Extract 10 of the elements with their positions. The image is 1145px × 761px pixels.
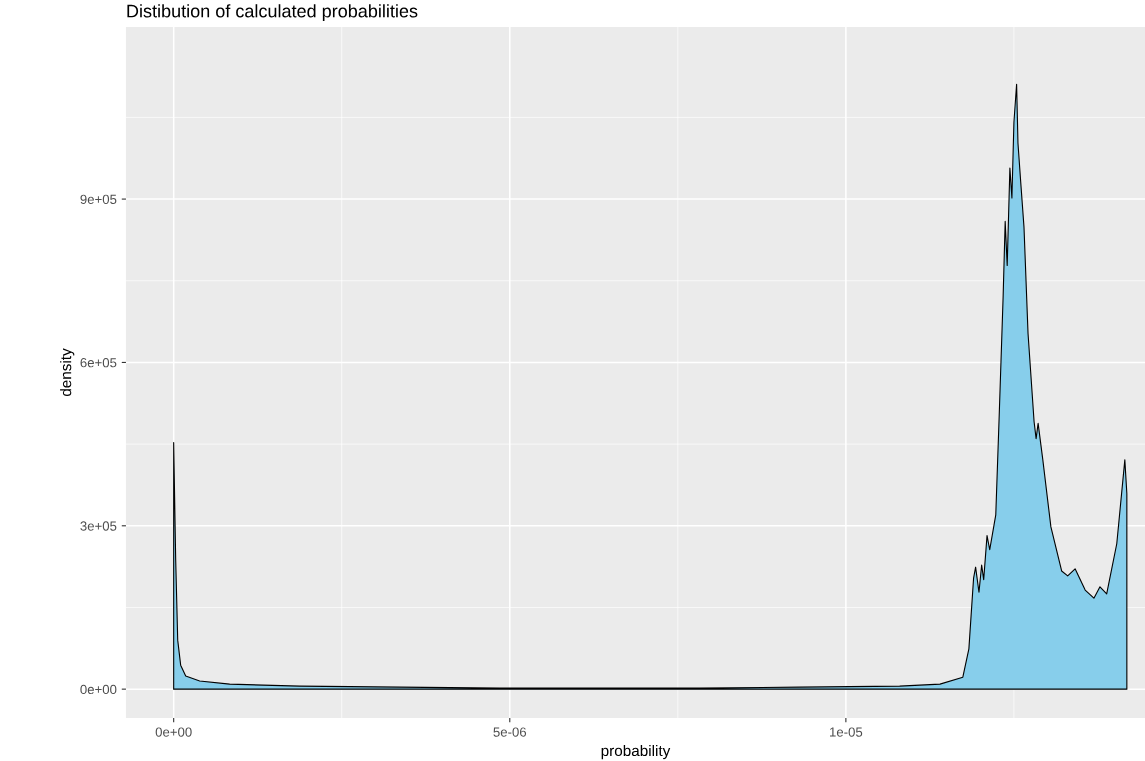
y-tick-label: 9e+05 — [80, 194, 117, 204]
x-axis-title: probability — [601, 744, 671, 760]
x-tick-label: 1e-05 — [830, 727, 863, 737]
y-tick-label: 6e+05 — [80, 358, 117, 368]
y-tick-label: 0e+00 — [80, 684, 117, 695]
x-tick-label: 0e+00 — [155, 727, 192, 737]
y-axis-title: density — [60, 348, 75, 397]
y-tick-label: 3e+05 — [80, 521, 117, 531]
chart-title: Distibution of calculated probabilities — [127, 4, 418, 22]
x-tick-label: 5e-06 — [493, 727, 527, 737]
